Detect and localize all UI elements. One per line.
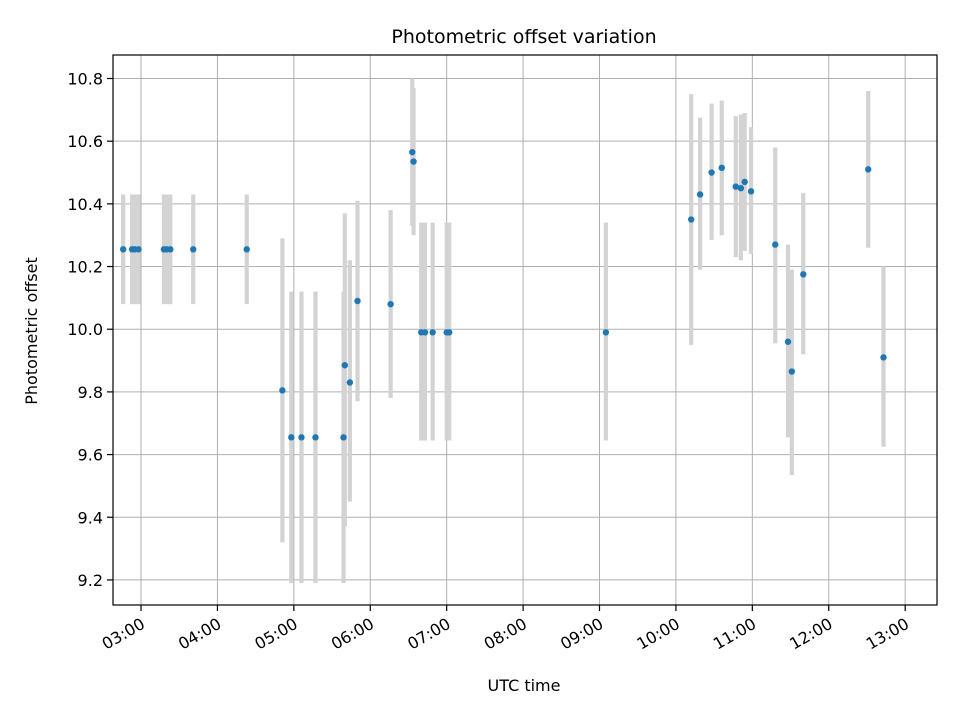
y-tick-label: 9.8 <box>78 383 103 402</box>
data-point-24 <box>446 329 453 336</box>
data-point-9 <box>279 387 286 394</box>
data-point-26 <box>688 216 695 223</box>
data-point-36 <box>788 368 796 375</box>
data-point-30 <box>732 183 739 190</box>
data-point-8 <box>243 246 250 253</box>
y-tick-label: 9.4 <box>78 508 103 527</box>
y-tick-label: 10.2 <box>67 258 103 277</box>
y-axis-ticks: 9.2 9.4 9.6 9.8 10.0 10.2 10.4 10.6 10.8 <box>67 70 113 590</box>
plot-frame <box>112 54 938 606</box>
data-point-29 <box>718 164 725 172</box>
data-point-16 <box>354 297 361 305</box>
y-tick-label: 10.0 <box>67 320 103 339</box>
data-point-35 <box>784 338 792 345</box>
x-axis-label: UTC time <box>488 676 561 695</box>
data-point-22 <box>429 329 436 336</box>
chart-title: Photometric offset variation <box>391 26 656 48</box>
y-axis-label: Photometric offset <box>22 257 41 405</box>
data-point-31 <box>737 184 745 192</box>
data-point-15 <box>346 379 354 386</box>
data-point-25 <box>602 329 610 336</box>
data-point-28 <box>708 169 715 176</box>
data-point-34 <box>772 241 779 248</box>
data-point-27 <box>696 191 704 198</box>
y-tick-label: 10.6 <box>67 132 103 151</box>
data-point-39 <box>880 354 887 361</box>
y-tick-label: 9.2 <box>78 571 103 590</box>
data-point-19 <box>410 158 417 165</box>
data-point-6 <box>167 246 174 253</box>
data-point-33 <box>747 188 755 195</box>
data-point-12 <box>312 434 319 441</box>
data-point-38 <box>865 166 872 173</box>
data-point-3 <box>135 246 142 253</box>
data-point-13 <box>340 434 347 441</box>
data-point-32 <box>741 178 748 186</box>
grid <box>113 55 937 605</box>
data-point-14 <box>341 362 348 369</box>
data-point-7 <box>190 246 197 253</box>
data-point-10 <box>288 434 295 441</box>
data-point-0 <box>119 246 127 253</box>
data-point-17 <box>387 300 394 308</box>
data-points <box>119 148 887 441</box>
data-point-37 <box>800 271 807 278</box>
y-tick-label: 10.4 <box>67 195 103 214</box>
y-tick-label: 9.6 <box>78 446 103 465</box>
data-point-21 <box>421 329 429 336</box>
data-point-18 <box>409 148 416 156</box>
data-point-11 <box>298 434 305 441</box>
y-tick-label: 10.8 <box>67 70 103 89</box>
